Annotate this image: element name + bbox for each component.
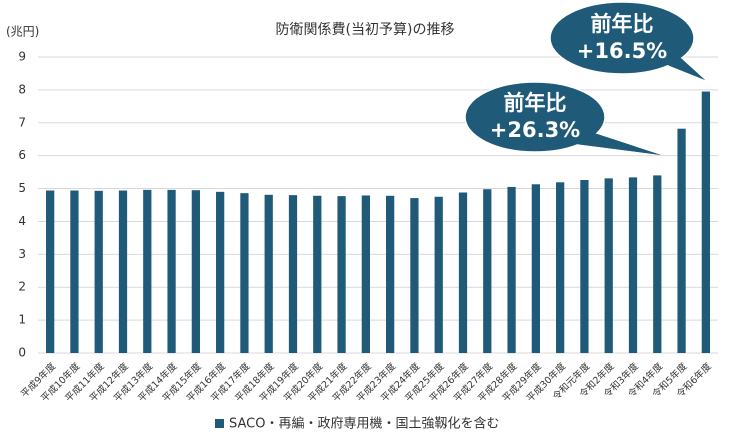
callout-text: 前年比 xyxy=(591,12,654,36)
y-tick-label: 5 xyxy=(18,181,26,195)
y-tick-label: 4 xyxy=(18,214,26,228)
bar xyxy=(531,184,540,353)
legend-label: SACO・再編・政府専用機・国土強靱化を含む xyxy=(229,416,499,432)
callout-text: +16.5% xyxy=(577,39,667,63)
legend-swatch xyxy=(215,419,224,428)
y-axis-label: (兆円) xyxy=(6,25,39,39)
bar xyxy=(70,190,79,353)
y-tick-label: 7 xyxy=(18,115,26,129)
y-tick-label: 9 xyxy=(18,50,26,64)
bar xyxy=(556,182,565,353)
bar xyxy=(94,190,103,353)
bar xyxy=(386,195,395,353)
bar xyxy=(653,175,662,353)
callout-bubble xyxy=(464,81,606,153)
bar xyxy=(191,190,200,353)
callout-tail xyxy=(660,50,705,80)
chart-title: 防衛関係費(当初予算)の推移 xyxy=(276,21,455,38)
bar xyxy=(604,178,613,353)
callout: 前年比 +16.5% xyxy=(549,1,705,80)
callout-text: 前年比 xyxy=(504,91,567,115)
bar xyxy=(240,193,249,353)
bar xyxy=(337,196,346,353)
bar xyxy=(580,180,589,353)
bar xyxy=(143,189,152,353)
bar xyxy=(628,177,638,353)
callout: 前年比 +26.3% xyxy=(464,81,661,155)
bar xyxy=(483,189,492,353)
bar xyxy=(677,128,686,353)
y-tick-label: 6 xyxy=(18,148,26,162)
callout-bubble xyxy=(549,1,695,75)
bar xyxy=(410,198,419,353)
bar xyxy=(507,186,516,353)
bar xyxy=(361,195,370,353)
y-tick-label: 0 xyxy=(18,346,26,360)
bar xyxy=(701,91,710,354)
callout-text: +26.3% xyxy=(490,118,580,142)
bar xyxy=(434,196,443,353)
bar xyxy=(458,192,468,353)
y-tick-label: 3 xyxy=(18,247,26,261)
callout-tail xyxy=(568,130,661,155)
bar xyxy=(264,194,273,353)
bar xyxy=(46,190,55,353)
y-tick-label: 2 xyxy=(18,280,26,294)
y-tick-label: 1 xyxy=(18,313,26,327)
bar xyxy=(216,191,225,353)
bar xyxy=(288,195,298,353)
bar xyxy=(118,190,128,353)
bar xyxy=(167,189,176,353)
bar xyxy=(313,195,322,353)
y-tick-label: 8 xyxy=(18,82,26,96)
